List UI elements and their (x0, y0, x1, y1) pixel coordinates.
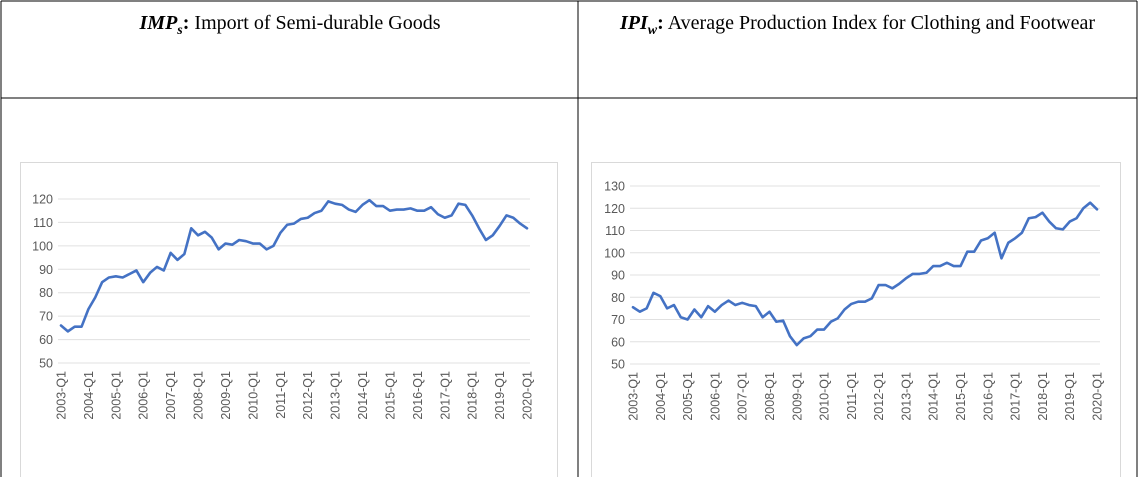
y-tick-label: 80 (611, 291, 625, 305)
x-tick-label: 2020-Q1 (1091, 372, 1105, 421)
x-tick-label: 2003-Q1 (627, 372, 641, 421)
description: Average Production Index for Clothing an… (667, 12, 1096, 34)
y-tick-label: 90 (39, 263, 53, 277)
y-tick-label: 110 (33, 216, 53, 230)
chart-frame (591, 162, 1121, 477)
x-tick-label: 2006-Q1 (137, 371, 151, 420)
x-tick-label: 2010-Q1 (818, 372, 832, 421)
separator: : (182, 12, 190, 34)
y-tick-label: 80 (39, 286, 53, 300)
x-tick-label: 2015-Q1 (383, 371, 397, 420)
x-tick-label: 2004-Q1 (654, 372, 668, 421)
series-line (631, 201, 1099, 347)
y-tick-label: 50 (611, 358, 625, 372)
x-tick-label: 2004-Q1 (82, 371, 96, 420)
chart-frame (20, 162, 558, 477)
x-tick-label: 2012-Q1 (301, 371, 315, 420)
y-tick-label: 120 (32, 193, 53, 207)
x-tick-label: 2006-Q1 (708, 372, 722, 421)
separator: : (657, 12, 664, 34)
y-tick-label: 100 (32, 239, 53, 253)
y-tick-label: 100 (604, 246, 625, 260)
y-tick-label: 70 (39, 310, 53, 324)
x-tick-label: 2013-Q1 (899, 372, 913, 421)
x-tick-label: 2019-Q1 (493, 371, 507, 420)
y-tick-label: 120 (604, 202, 625, 216)
x-tick-label: 2015-Q1 (954, 372, 968, 421)
x-tick-label: 2013-Q1 (329, 371, 343, 420)
x-tick-label: 2011-Q1 (274, 371, 288, 419)
x-tick-label: 2011-Q1 (845, 372, 859, 420)
x-tick-label: 2008-Q1 (192, 371, 206, 420)
x-tick-label: 2018-Q1 (466, 371, 480, 420)
x-tick-label: 2008-Q1 (763, 372, 777, 421)
y-tick-label: 110 (605, 224, 625, 238)
y-tick-label: 130 (604, 180, 625, 194)
header-cell: IMPs: Import of Semi-durable Goods (10, 0, 570, 47)
x-tick-label: 2009-Q1 (790, 372, 804, 421)
x-tick-label: 2009-Q1 (219, 371, 233, 420)
x-tick-label: 2014-Q1 (927, 372, 941, 421)
x-tick-label: 2019-Q1 (1063, 372, 1077, 421)
y-tick-label: 60 (611, 335, 625, 349)
subscript: w (647, 23, 658, 38)
x-tick-label: 2003-Q1 (55, 371, 69, 420)
y-tick-label: 90 (611, 269, 625, 283)
series-line (59, 198, 529, 333)
y-tick-label: 50 (39, 357, 53, 371)
x-tick-label: 2010-Q1 (246, 371, 260, 420)
subscript: s (177, 23, 183, 38)
header-cell: IPIw: Average Production Index for Cloth… (605, 0, 1110, 47)
description: Import of Semi-durable Goods (194, 12, 441, 34)
x-tick-label: 2007-Q1 (736, 372, 750, 421)
y-tick-label: 60 (39, 333, 53, 347)
x-tick-label: 2005-Q1 (109, 371, 123, 420)
symbol: IPI (619, 12, 648, 34)
x-tick-label: 2020-Q1 (521, 371, 535, 420)
x-tick-label: 2005-Q1 (681, 372, 695, 421)
x-tick-label: 2017-Q1 (438, 371, 452, 420)
x-tick-label: 2016-Q1 (411, 371, 425, 420)
y-tick-label: 70 (611, 313, 625, 327)
symbol: IMP (139, 12, 178, 34)
x-tick-label: 2018-Q1 (1036, 372, 1050, 421)
x-tick-label: 2017-Q1 (1009, 372, 1023, 421)
x-tick-label: 2012-Q1 (872, 372, 886, 421)
x-tick-label: 2007-Q1 (164, 371, 178, 420)
x-tick-label: 2014-Q1 (356, 371, 370, 420)
x-tick-label: 2016-Q1 (981, 372, 995, 421)
